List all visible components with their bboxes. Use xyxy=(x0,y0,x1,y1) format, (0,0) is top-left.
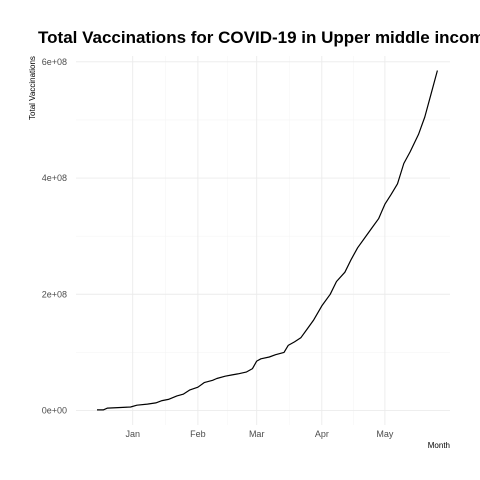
x-tick-label: May xyxy=(376,429,394,439)
x-tick-label: Feb xyxy=(190,429,206,439)
y-axis-label: Total Vaccinations xyxy=(28,56,37,120)
plot-grid xyxy=(76,56,450,425)
y-tick-label: 2e+08 xyxy=(42,289,67,299)
y-tick-label: 6e+08 xyxy=(42,57,67,67)
x-axis-ticks: Jan Feb Mar Apr May xyxy=(125,429,393,439)
x-tick-label: Jan xyxy=(125,429,140,439)
x-tick-label: Apr xyxy=(315,429,329,439)
y-tick-label: 4e+08 xyxy=(42,173,67,183)
y-axis-ticks: 0e+00 2e+08 4e+08 6e+08 xyxy=(42,57,67,416)
x-axis-label: Month xyxy=(428,441,450,450)
series-line xyxy=(97,70,438,411)
x-tick-label: Mar xyxy=(249,429,265,439)
chart-title: Total Vaccinations for COVID-19 in Upper… xyxy=(38,28,480,47)
y-tick-label: 0e+00 xyxy=(42,405,67,415)
